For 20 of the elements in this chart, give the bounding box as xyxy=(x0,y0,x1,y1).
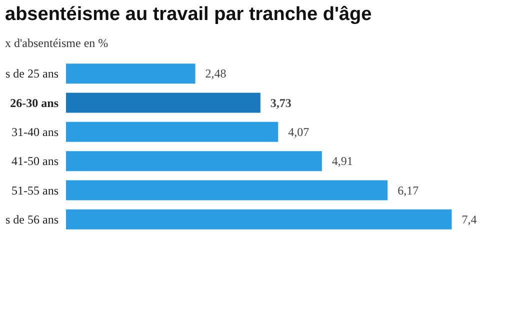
bar xyxy=(66,151,322,172)
bar xyxy=(66,64,196,84)
bar xyxy=(66,92,260,113)
y-tick-label: 26-30 ans xyxy=(10,96,59,110)
chart-title: absentéisme au travail par tranche d'âge xyxy=(5,4,372,25)
bar xyxy=(66,209,452,230)
data-label: 2,48 xyxy=(205,66,226,81)
y-tick-label: 31-40 ans xyxy=(12,124,59,139)
bar xyxy=(66,122,278,142)
data-label: 6,17 xyxy=(398,183,419,198)
data-label: 7,4 xyxy=(462,212,477,226)
bar xyxy=(66,180,388,200)
y-tick-label: s de 25 ans xyxy=(6,66,59,81)
data-label: 4,07 xyxy=(288,124,310,139)
y-tick-label: 51-55 ans xyxy=(12,183,59,198)
y-tick-label: s de 56 ans xyxy=(6,212,59,226)
data-label: 3,73 xyxy=(270,96,292,110)
data-label: 4,91 xyxy=(332,154,353,168)
chart-subtitle: x d'absentéisme en % xyxy=(5,36,108,50)
y-tick-label: 41-50 ans xyxy=(12,154,59,168)
